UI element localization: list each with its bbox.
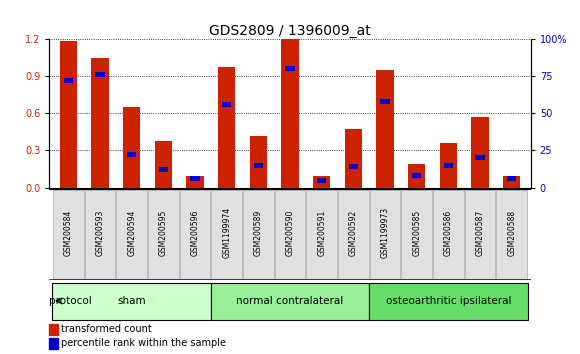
FancyBboxPatch shape (211, 284, 369, 320)
Bar (349, 164, 358, 169)
FancyBboxPatch shape (52, 284, 211, 320)
Text: GSM200596: GSM200596 (190, 210, 200, 256)
FancyBboxPatch shape (401, 190, 432, 279)
Bar (317, 178, 327, 183)
Bar (155, 141, 172, 188)
Bar (253, 163, 263, 168)
FancyBboxPatch shape (306, 190, 337, 279)
Bar (218, 67, 235, 188)
Bar (285, 66, 295, 71)
Text: transformed count: transformed count (61, 324, 152, 334)
Bar (60, 41, 77, 188)
Bar (313, 176, 331, 188)
Bar (49, 324, 58, 335)
Bar (222, 102, 231, 107)
Bar (249, 136, 267, 188)
Bar (95, 72, 105, 77)
Text: GSM200592: GSM200592 (349, 210, 358, 256)
FancyBboxPatch shape (338, 190, 368, 279)
FancyBboxPatch shape (243, 190, 274, 279)
Bar (507, 176, 516, 181)
Bar (190, 176, 200, 181)
Text: normal contralateral: normal contralateral (237, 296, 343, 306)
FancyBboxPatch shape (370, 190, 400, 279)
FancyBboxPatch shape (53, 190, 84, 279)
Bar (127, 153, 136, 158)
Text: GSM200589: GSM200589 (254, 210, 263, 256)
Text: GSM200591: GSM200591 (317, 210, 326, 256)
Text: GSM200594: GSM200594 (127, 210, 136, 256)
Text: GSM1199973: GSM1199973 (380, 207, 390, 258)
Bar (408, 164, 425, 188)
Bar (472, 117, 489, 188)
FancyBboxPatch shape (148, 190, 179, 279)
Text: GSM200584: GSM200584 (64, 210, 73, 256)
Text: GSM200590: GSM200590 (285, 210, 295, 256)
Text: GSM200593: GSM200593 (96, 210, 104, 256)
FancyBboxPatch shape (180, 190, 210, 279)
Bar (123, 107, 140, 188)
Bar (91, 57, 108, 188)
Text: percentile rank within the sample: percentile rank within the sample (61, 338, 226, 348)
Title: GDS2809 / 1396009_at: GDS2809 / 1396009_at (209, 24, 371, 38)
Text: GSM200585: GSM200585 (412, 210, 421, 256)
Text: GSM200587: GSM200587 (476, 210, 484, 256)
Bar (380, 99, 390, 104)
Text: protocol: protocol (49, 296, 92, 306)
Text: osteoarthritic ipsilateral: osteoarthritic ipsilateral (386, 296, 511, 306)
FancyBboxPatch shape (117, 190, 147, 279)
Text: GSM200586: GSM200586 (444, 210, 453, 256)
Bar (412, 173, 422, 178)
Bar (376, 70, 394, 188)
FancyBboxPatch shape (433, 190, 463, 279)
Bar (345, 130, 362, 188)
Bar (49, 338, 58, 349)
Text: GSM1199974: GSM1199974 (222, 207, 231, 258)
Text: sham: sham (117, 296, 146, 306)
Text: GSM200595: GSM200595 (159, 210, 168, 256)
FancyBboxPatch shape (369, 284, 528, 320)
Bar (186, 176, 204, 188)
Bar (281, 39, 299, 188)
FancyBboxPatch shape (212, 190, 242, 279)
FancyBboxPatch shape (465, 190, 495, 279)
FancyBboxPatch shape (85, 190, 115, 279)
Bar (64, 78, 73, 83)
FancyBboxPatch shape (496, 190, 527, 279)
Bar (475, 155, 485, 160)
Bar (444, 163, 453, 168)
Bar (440, 143, 457, 188)
Bar (503, 176, 520, 188)
FancyBboxPatch shape (275, 190, 305, 279)
Bar (158, 167, 168, 172)
Text: GSM200588: GSM200588 (507, 210, 516, 256)
